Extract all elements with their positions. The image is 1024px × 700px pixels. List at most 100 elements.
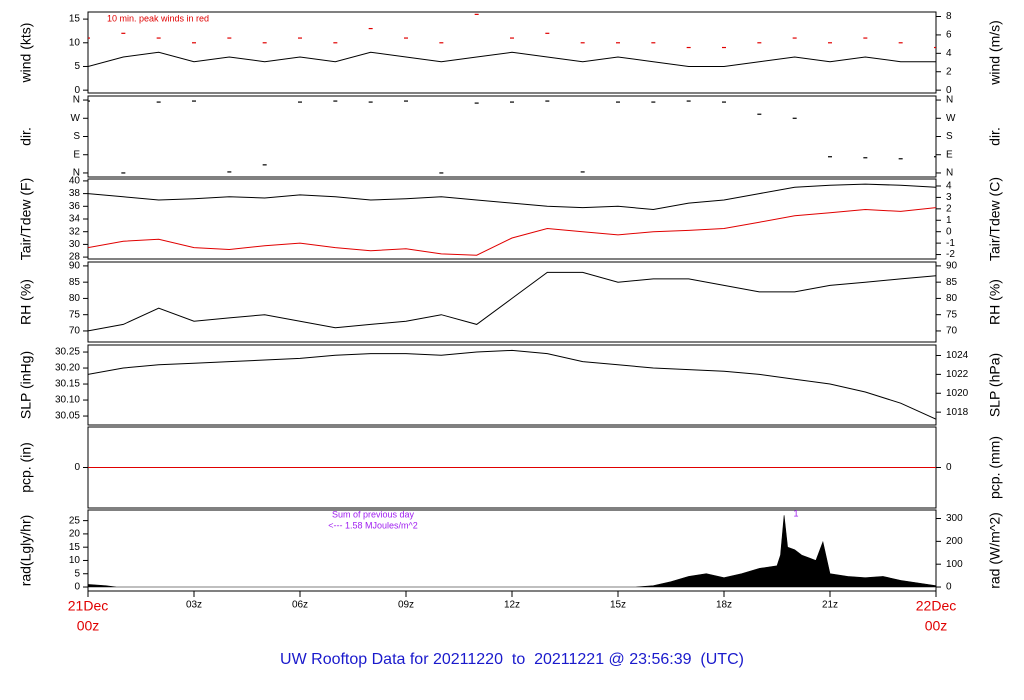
y-axis-label: Tair/Tdew (F): [18, 178, 34, 260]
y2-axis-label: dir.: [987, 127, 1003, 146]
y-tick-label: 30.15: [55, 379, 80, 390]
panel-frame: [87, 261, 937, 343]
x-tick-label: 15z: [610, 600, 626, 611]
y-tick-label: 30.25: [55, 347, 80, 358]
x-tick-label: 06z: [292, 600, 308, 611]
y2-axis-label: rad (W/m^2): [987, 512, 1003, 589]
y2-tick-label: 200: [946, 536, 963, 547]
y2-tick-label: 75: [946, 309, 958, 320]
y2-axis-label: Tair/Tdew (C): [987, 177, 1003, 261]
y-tick-label: 5: [74, 61, 80, 72]
plot-area: [88, 183, 936, 256]
x-tick-label: 12z: [504, 600, 520, 611]
y-tick-label: 80: [69, 293, 81, 304]
plot-area: [88, 271, 936, 332]
y-tick-label: S: [73, 131, 80, 142]
y2-tick-label: -1: [946, 238, 955, 249]
y-tick-label: 70: [69, 326, 81, 337]
y2-tick-label: 2: [946, 203, 952, 214]
y-tick-label: 30: [69, 239, 81, 250]
data-area: [88, 515, 936, 588]
y-tick-label: 36: [69, 201, 81, 212]
y2-tick-label: 3: [946, 192, 952, 203]
y-axis-label: wind (kts): [18, 23, 34, 84]
y2-tick-label: 1024: [946, 350, 969, 361]
y2-tick-label: 2: [946, 66, 952, 77]
y-axis-label: SLP (inHg): [18, 351, 34, 419]
y2-tick-label: 0: [946, 85, 952, 96]
data-line: [88, 271, 936, 332]
y2-tick-label: 4: [946, 48, 952, 59]
y2-tick-label: 1: [946, 215, 952, 226]
data-line: [88, 183, 936, 211]
y-tick-label: 5: [74, 568, 80, 579]
y2-tick-label: 80: [946, 293, 958, 304]
y-tick-label: 0: [74, 462, 80, 473]
y-tick-label: 32: [69, 226, 81, 237]
y-tick-label: 75: [69, 309, 81, 320]
y2-tick-label: 1022: [946, 369, 969, 380]
y2-tick-label: S: [946, 131, 953, 142]
x-tick-label: 18z: [716, 600, 732, 611]
y-tick-label: 90: [69, 261, 81, 272]
y-tick-label: 20: [69, 529, 81, 540]
annotation: 10 min. peak winds in red: [107, 13, 209, 23]
y-tick-label: 30.20: [55, 363, 80, 374]
y2-tick-label: 90: [946, 261, 958, 272]
y2-tick-label: N: [946, 95, 953, 106]
y2-tick-label: E: [946, 149, 953, 160]
plot-area: [88, 349, 936, 420]
y-axis-label: RH (%): [18, 279, 34, 325]
y2-tick-label: 70: [946, 326, 958, 337]
y2-tick-label: N: [946, 168, 953, 179]
data-line: [88, 349, 936, 420]
y-axis-label: pcp. (in): [18, 442, 34, 493]
y-tick-label: 28: [69, 252, 81, 263]
y-tick-label: N: [73, 95, 80, 106]
y-tick-label: 34: [69, 214, 81, 225]
plot-area: [88, 515, 936, 588]
x-tick-label: 21z: [822, 600, 838, 611]
plot-area: [88, 100, 936, 174]
y-tick-label: 30.10: [55, 395, 80, 406]
y2-tick-label: 100: [946, 559, 963, 570]
y2-axis-label: wind (m/s): [987, 20, 1003, 86]
x-tick-date: 22Dec: [916, 598, 956, 614]
plot-area: [88, 13, 936, 67]
y-tick-label: 40: [69, 176, 81, 187]
y2-tick-label: 8: [946, 11, 952, 22]
y2-tick-label: 6: [946, 30, 952, 41]
data-line: [88, 51, 936, 67]
y-tick-label: 15: [69, 14, 81, 25]
x-tick-label: 00z: [77, 618, 100, 634]
y-tick-label: 85: [69, 277, 81, 288]
y-tick-label: 30.05: [55, 411, 80, 422]
y-tick-label: E: [73, 149, 80, 160]
y2-tick-label: 0: [946, 462, 952, 473]
y-tick-label: W: [71, 113, 81, 124]
x-tick-label: 00z: [925, 618, 948, 634]
x-tick-label: 03z: [186, 600, 202, 611]
y2-tick-label: 0: [946, 226, 952, 237]
y2-axis-label: pcp. (mm): [987, 436, 1003, 499]
y-tick-label: 0: [74, 582, 80, 593]
annotation: Sum of previous day: [332, 509, 415, 519]
data-line: [88, 207, 936, 256]
y-tick-label: 25: [69, 515, 81, 526]
panel-frame: [87, 344, 937, 426]
annotation: 1: [793, 508, 798, 518]
y-tick-label: N: [73, 168, 80, 179]
y2-tick-label: 4: [946, 181, 952, 192]
y-axis-label: dir.: [18, 127, 34, 146]
y-tick-label: 0: [74, 85, 80, 96]
y-axis-label: rad(Lgly/hr): [18, 515, 34, 587]
annotation: <--- 1.58 MJoules/m^2: [328, 520, 418, 530]
y2-axis-label: RH (%): [987, 279, 1003, 325]
y2-tick-label: -2: [946, 249, 955, 260]
y2-tick-label: 1018: [946, 407, 969, 418]
y2-tick-label: W: [946, 113, 956, 124]
y2-tick-label: 0: [946, 582, 952, 593]
y-tick-label: 10: [69, 37, 81, 48]
y-tick-label: 15: [69, 542, 81, 553]
